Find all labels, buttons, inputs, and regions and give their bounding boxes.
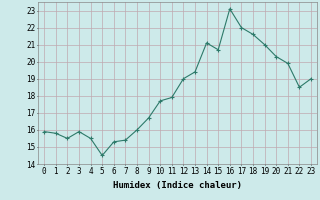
X-axis label: Humidex (Indice chaleur): Humidex (Indice chaleur)	[113, 181, 242, 190]
